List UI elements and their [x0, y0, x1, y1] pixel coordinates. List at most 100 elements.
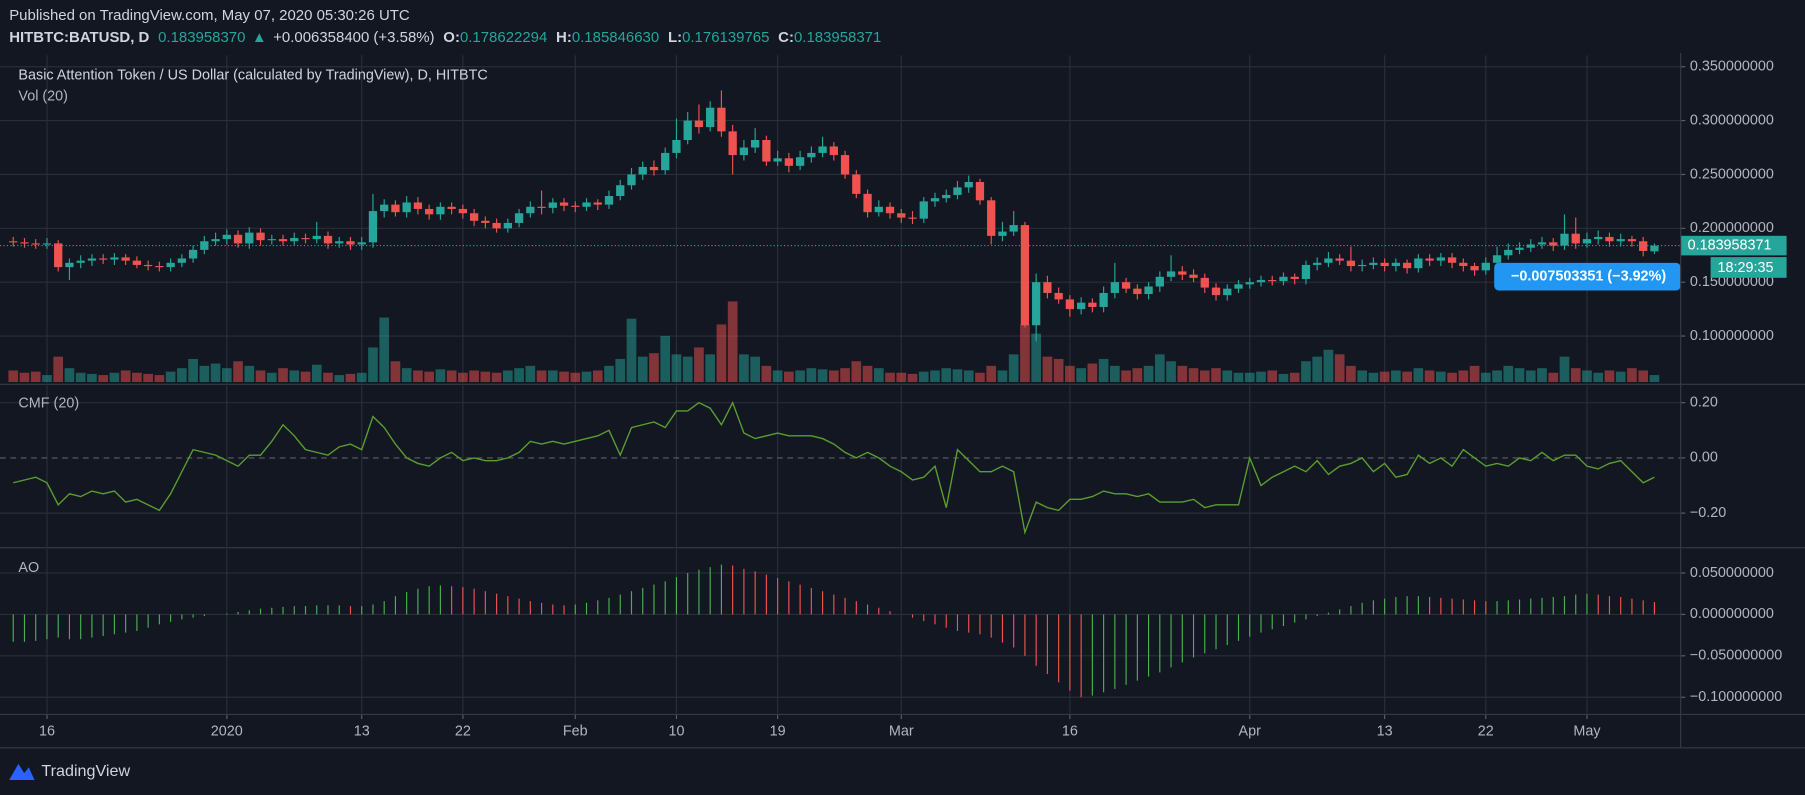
- volume-bar: [896, 372, 907, 382]
- candle-body: [1032, 282, 1041, 326]
- candle-body: [447, 206, 456, 209]
- candle-body: [1110, 282, 1119, 293]
- volume-bar: [1514, 368, 1525, 382]
- candle-body: [840, 155, 850, 175]
- volume-bar: [615, 358, 626, 382]
- volume-bar: [604, 365, 614, 382]
- volume-bar: [1436, 371, 1446, 382]
- candle-body: [683, 120, 692, 140]
- candle-body: [1515, 247, 1524, 250]
- candle-body: [380, 204, 389, 212]
- volume-bar: [1042, 356, 1053, 382]
- candle-body: [222, 234, 231, 240]
- volume-bar: [1627, 368, 1637, 382]
- volume-bar: [761, 365, 772, 382]
- candle-body: [346, 241, 355, 245]
- candle-body: [548, 202, 557, 208]
- candle-body: [99, 258, 108, 260]
- candle-body: [672, 139, 681, 153]
- symbol-line: HITBTC:BATUSD, D 0.183958370 ▲ +0.006358…: [9, 29, 881, 46]
- candle-body: [1447, 257, 1457, 263]
- candle-body: [458, 208, 468, 214]
- candle-body: [278, 239, 288, 242]
- candle-body: [762, 139, 771, 162]
- volume-bar: [739, 354, 749, 382]
- volume-bar: [1020, 324, 1030, 382]
- candle-body: [750, 139, 760, 148]
- volume-bar: [1379, 371, 1390, 382]
- volume-bar: [19, 372, 30, 382]
- ohlc-value: 0.185846630: [572, 29, 659, 46]
- volume-bar: [42, 375, 52, 382]
- candle-body: [402, 202, 411, 213]
- volume-bar: [64, 368, 75, 382]
- candle-body: [436, 206, 445, 215]
- y-tick-label: 0.150000000: [1690, 274, 1774, 290]
- volume-bar: [784, 371, 794, 382]
- volume-title: Vol (20): [18, 88, 68, 104]
- volume-bar: [379, 317, 390, 382]
- candle-body: [908, 217, 917, 219]
- candle-body: [1313, 262, 1322, 265]
- volume-bar: [1391, 370, 1401, 382]
- candle-body: [1380, 262, 1389, 267]
- volume-bar: [503, 370, 513, 382]
- volume-bar: [1424, 370, 1435, 382]
- volume-bar: [1166, 361, 1176, 382]
- candle-body: [1391, 262, 1401, 267]
- x-tick-label: 2020: [211, 724, 243, 740]
- candle-body: [526, 206, 535, 214]
- volume-bar: [952, 369, 963, 382]
- candle-body: [953, 187, 962, 195]
- volume-bar: [1053, 358, 1064, 382]
- volume-bar: [413, 370, 423, 382]
- candle-body: [1571, 233, 1580, 244]
- candle-body: [728, 131, 737, 156]
- candle-body: [20, 242, 29, 244]
- candle-body: [121, 257, 130, 261]
- pane-title: Basic Attention Token / US Dollar (calcu…: [18, 68, 487, 84]
- volume-bar: [132, 372, 142, 382]
- volume-bar: [1559, 356, 1570, 382]
- volume-bar: [705, 354, 716, 382]
- volume-bar: [154, 375, 165, 382]
- volume-bar: [671, 354, 682, 382]
- x-tick-label: Apr: [1239, 724, 1262, 740]
- volume-bar: [469, 370, 479, 382]
- candle-body: [1470, 266, 1479, 271]
- candle-body: [312, 235, 321, 240]
- y-tick-label: 0.20: [1690, 394, 1718, 410]
- volume-bar: [750, 356, 760, 382]
- y-tick-label: −0.20: [1690, 505, 1726, 521]
- x-tick-label: Mar: [889, 724, 914, 740]
- candle-body: [694, 120, 704, 128]
- volume-bar: [165, 371, 176, 382]
- volume-bar: [390, 361, 401, 382]
- volume-bar: [1503, 365, 1514, 382]
- volume-bar: [1244, 372, 1255, 382]
- candle-body: [1088, 302, 1097, 307]
- volume-bar: [1357, 370, 1367, 382]
- candle-body: [9, 241, 18, 243]
- candle-body: [1549, 242, 1558, 246]
- volume-bar: [1525, 370, 1536, 382]
- volume-bar: [1301, 361, 1311, 382]
- candle-body: [301, 238, 310, 240]
- volume-bar: [1570, 368, 1581, 382]
- ohlc-value: 0.176139765: [682, 29, 769, 46]
- candle-body: [1481, 262, 1490, 271]
- candle-body: [1200, 277, 1209, 288]
- candle-body: [661, 152, 670, 171]
- candle-body: [987, 200, 996, 236]
- candle-body: [807, 152, 816, 158]
- candle-body: [1335, 258, 1344, 261]
- cmf-line: [13, 400, 1655, 536]
- candle-body: [627, 174, 636, 186]
- candle-body: [582, 202, 591, 207]
- price-tag: [1680, 235, 1787, 256]
- candle-body: [874, 206, 883, 213]
- candle-body: [245, 232, 254, 244]
- published-line: Published on TradingView.com, May 07, 20…: [9, 7, 410, 24]
- volume-bar: [1076, 368, 1086, 382]
- volume-bar: [1154, 354, 1165, 382]
